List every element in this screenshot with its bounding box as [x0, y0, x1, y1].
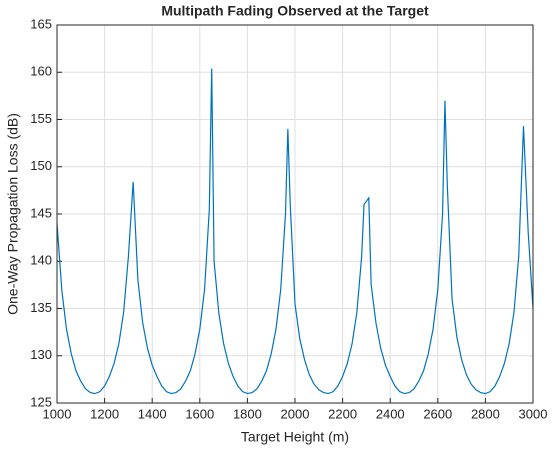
y-tick-label: 135: [30, 300, 52, 315]
x-tick-label: 1400: [138, 406, 167, 421]
y-tick-label: 125: [30, 394, 52, 409]
x-tick-label: 1000: [43, 406, 72, 421]
x-tick-label: 3000: [519, 406, 548, 421]
y-tick-label: 150: [30, 158, 52, 173]
y-tick-label: 140: [30, 253, 52, 268]
chart-title: Multipath Fading Observed at the Target: [161, 3, 429, 19]
x-tick-label: 1200: [90, 406, 119, 421]
x-tick-label: 1800: [233, 406, 262, 421]
x-tick-label: 1600: [185, 406, 214, 421]
y-tick-label: 145: [30, 205, 52, 220]
x-tick-label: 2200: [328, 406, 357, 421]
y-tick-label: 160: [30, 64, 52, 79]
x-tick-label: 2600: [423, 406, 452, 421]
y-tick-label: 165: [30, 16, 52, 31]
x-tick-label: 2800: [471, 406, 500, 421]
x-axis-label: Target Height (m): [241, 429, 349, 445]
plot-frame: [56, 24, 534, 404]
x-tick-label: 2000: [281, 406, 310, 421]
y-tick-label: 130: [30, 347, 52, 362]
line: [56, 68, 534, 395]
x-tick-label: 2400: [376, 406, 405, 421]
y-tick-label: 155: [30, 111, 52, 126]
y-axis-label: One-Way Propagation Loss (dB): [5, 113, 21, 315]
